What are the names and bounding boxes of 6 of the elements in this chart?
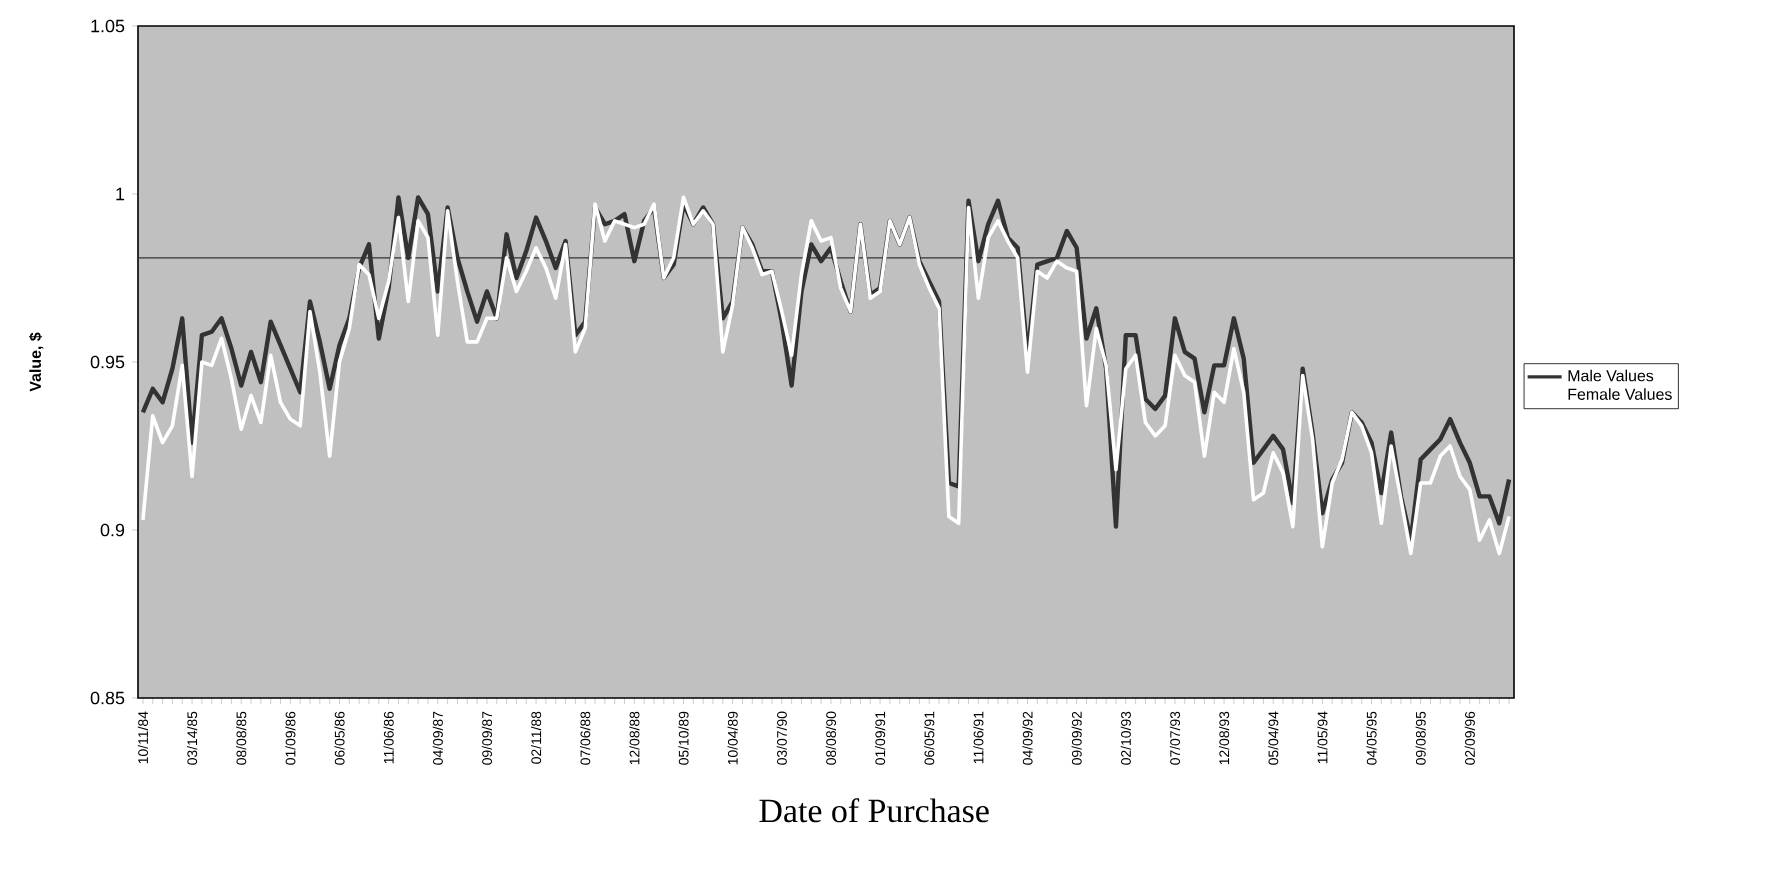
y-tick-label: 1.05 — [91, 19, 125, 33]
y-tick-label: 1 — [116, 187, 125, 201]
y-tick-label: 0.85 — [90, 691, 125, 705]
y-tick-label: 0.9 — [100, 523, 125, 537]
y-tick-label: 0.95 — [90, 355, 125, 369]
x-axis-title: Date of Purchase — [759, 798, 989, 823]
